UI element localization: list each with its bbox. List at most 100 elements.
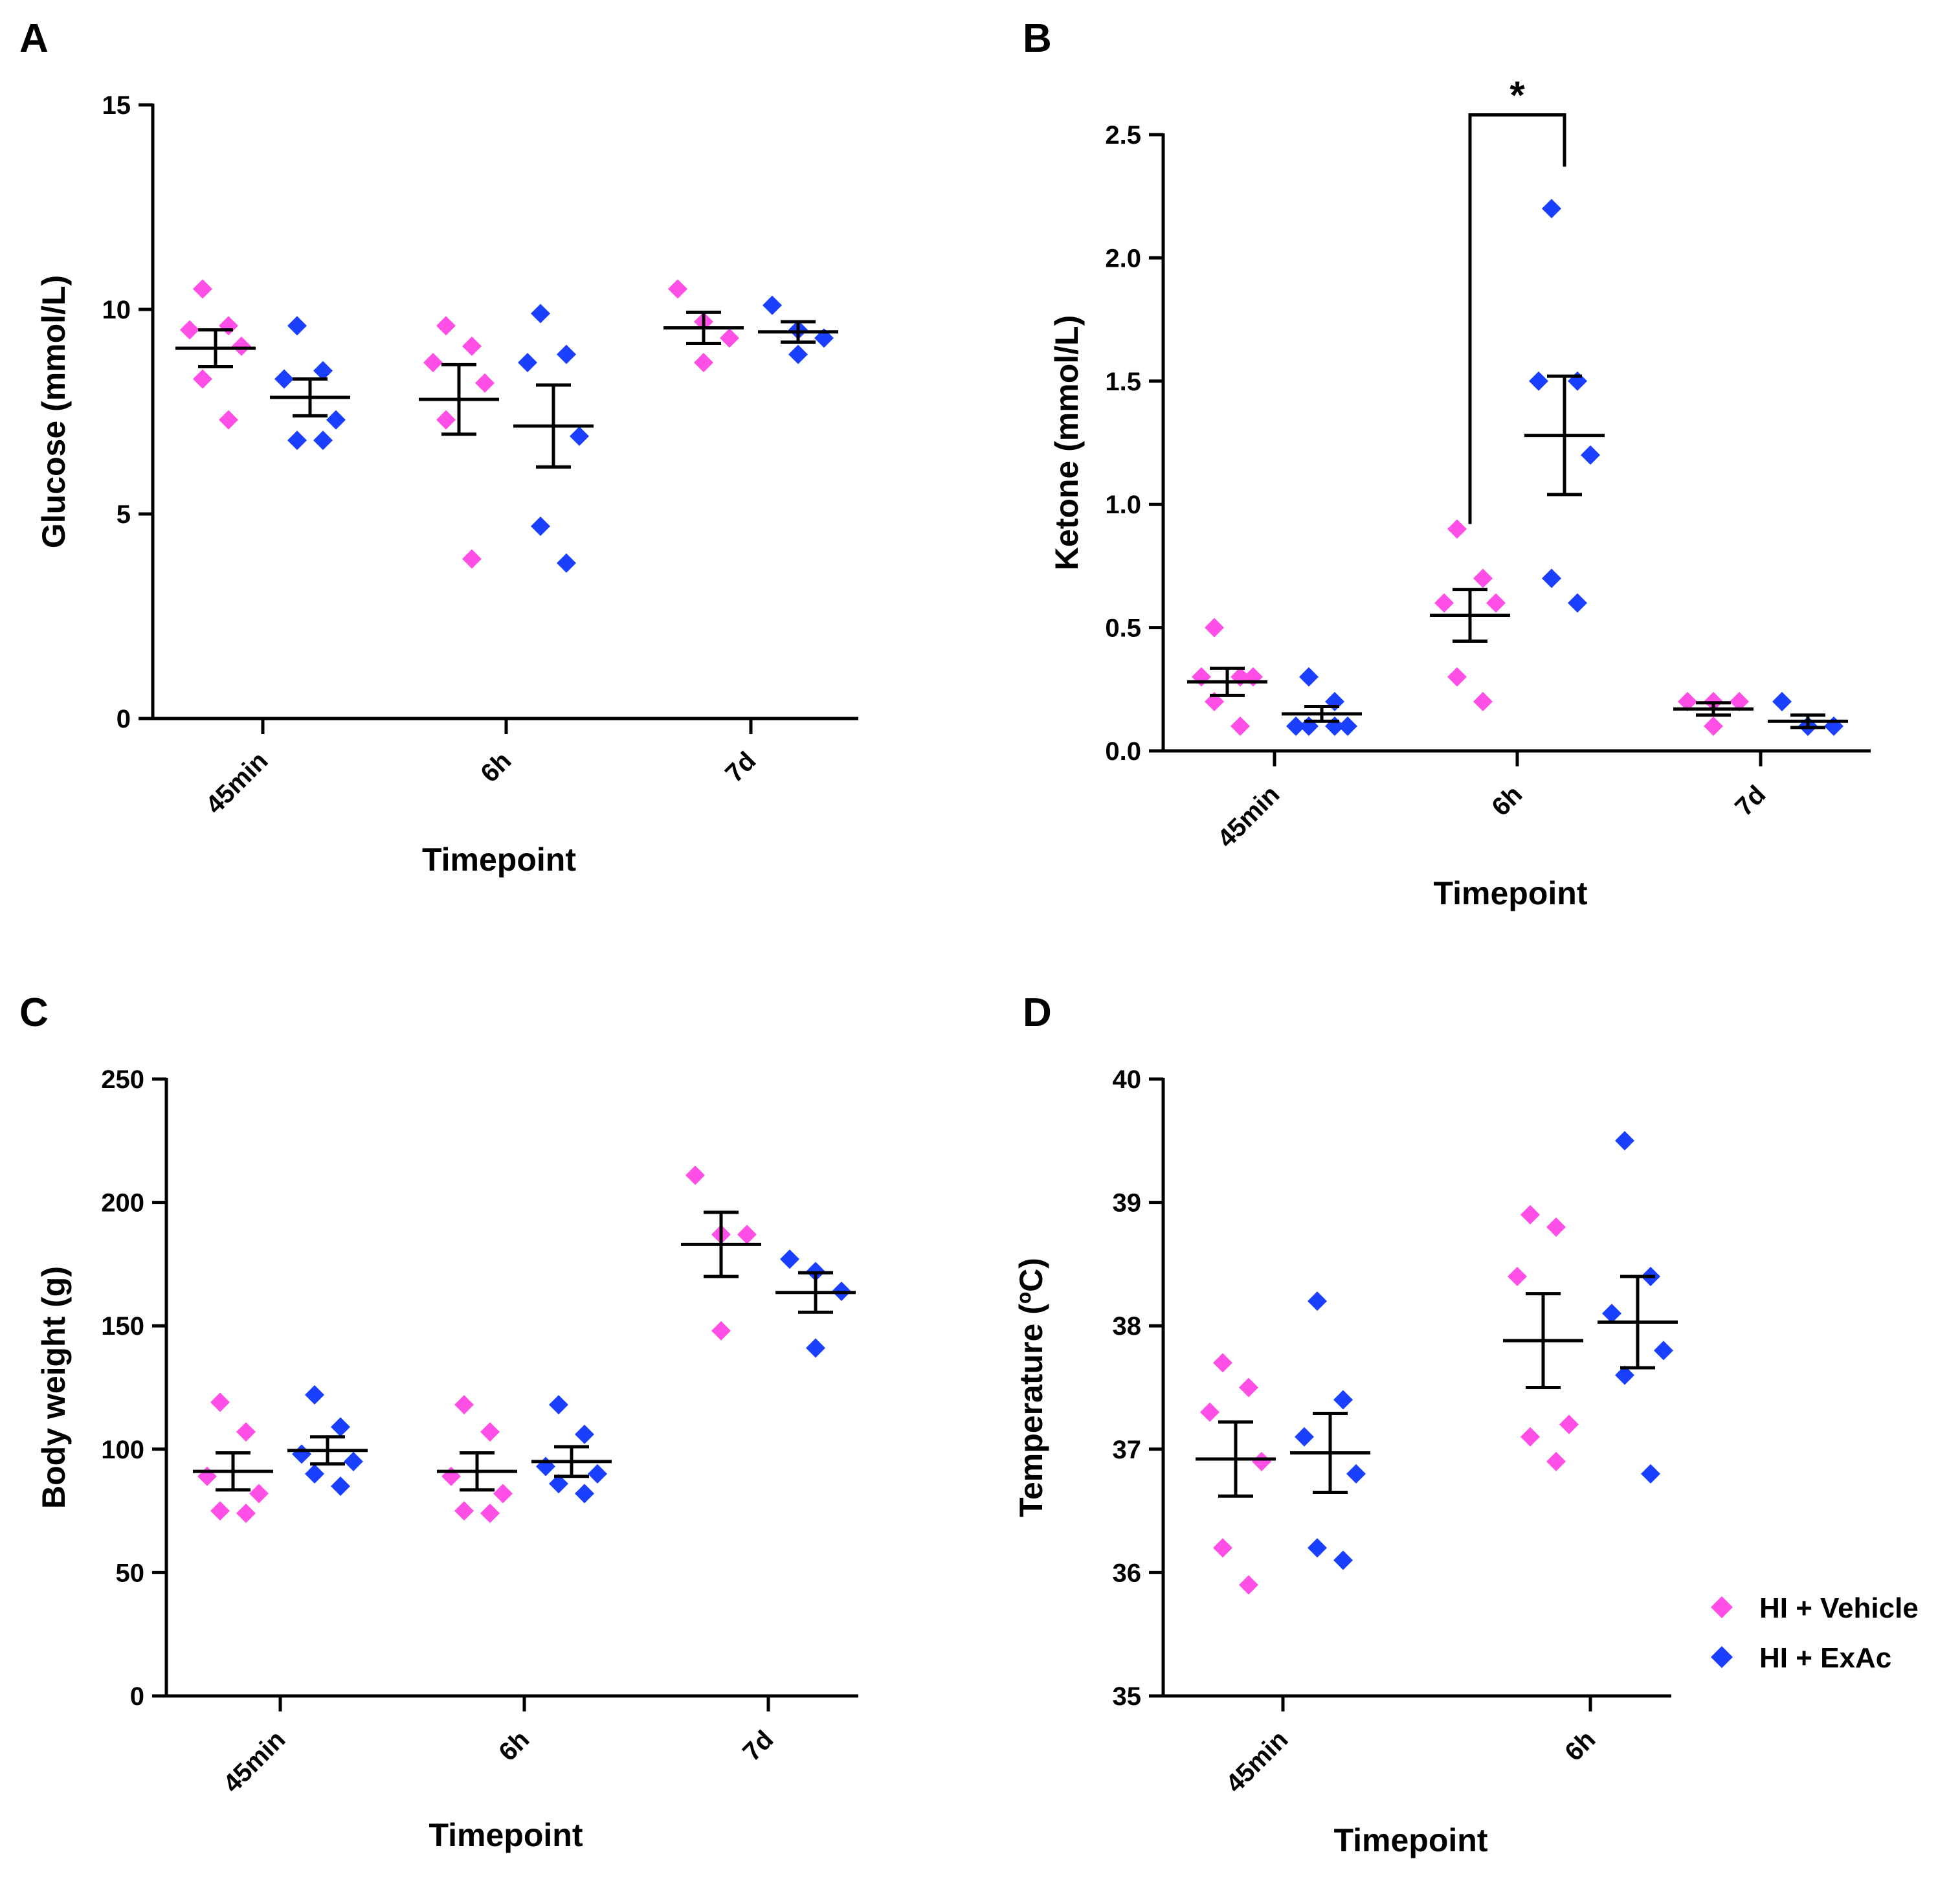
data-point <box>1346 1464 1366 1484</box>
data-point <box>1473 691 1493 711</box>
data-point <box>210 1392 230 1412</box>
y-tick-label: 36 <box>1113 1559 1142 1587</box>
x-tick-label: 45min <box>218 1725 291 1798</box>
data-point <box>423 353 443 373</box>
data-point <box>536 1456 555 1476</box>
x-axis-title: Timepoint <box>429 1817 583 1853</box>
panel-letter: D <box>1023 990 1052 1035</box>
y-tick-label: 40 <box>1113 1065 1142 1094</box>
data-point <box>180 320 199 340</box>
data-point <box>806 1338 825 1358</box>
data-point <box>557 344 576 364</box>
data-point <box>292 1444 311 1464</box>
x-tick-label: 45min <box>1212 780 1286 853</box>
x-tick-label: 6h <box>1559 1725 1601 1766</box>
data-point <box>1205 618 1224 638</box>
panel-b: B 0.0 0.5 1.0 1.5 2.0 2.5 Ketone (mmol/L) 45min 6… <box>1023 16 1871 911</box>
y-tick-label: 35 <box>1113 1682 1142 1711</box>
data-point <box>1520 1205 1540 1225</box>
y-tick-label: 250 <box>101 1065 144 1094</box>
data-point <box>788 344 808 364</box>
data-point <box>1568 593 1587 613</box>
data-point <box>1200 1402 1219 1422</box>
data-point <box>1602 1304 1621 1324</box>
data-point <box>1213 1353 1232 1373</box>
data-point <box>1243 667 1263 687</box>
data-point <box>1252 1451 1271 1471</box>
data-point <box>531 516 550 536</box>
data-point <box>1473 568 1493 588</box>
data-point <box>210 1501 230 1521</box>
x-tick-label: 45min <box>1221 1725 1294 1798</box>
y-tick-label: 1.0 <box>1105 491 1141 519</box>
x-axis-title: Timepoint <box>1334 1822 1488 1858</box>
data-point <box>480 1422 500 1442</box>
data-point <box>1641 1464 1660 1484</box>
data-point <box>1486 593 1506 613</box>
data-point <box>1568 371 1587 391</box>
data-point <box>1299 667 1319 687</box>
data-point <box>331 1417 350 1437</box>
data-point <box>331 1476 350 1496</box>
data-point <box>1704 716 1723 736</box>
data-point <box>549 1395 568 1415</box>
significance-bracket <box>1468 113 1566 524</box>
y-tick-label: 38 <box>1113 1312 1142 1341</box>
y-tick-label: 10 <box>102 296 131 324</box>
data-point <box>326 410 346 430</box>
x-tick-label: 6h <box>475 746 517 788</box>
data-point <box>1520 1427 1540 1447</box>
data-point <box>1529 371 1548 391</box>
data-point <box>1286 716 1306 736</box>
panel-a: A 0 5 10 15 Glucose (mmol/L) 45min 6h 7d Timepoin… <box>19 16 858 878</box>
data-point <box>1333 1390 1353 1410</box>
diamond-icon <box>1711 1596 1733 1618</box>
data-point <box>236 1503 256 1523</box>
data-point <box>219 316 238 336</box>
panel-letter: C <box>19 990 49 1035</box>
data-point <box>1581 445 1600 465</box>
y-tick-label: 5 <box>117 500 131 529</box>
data-point <box>1434 593 1454 613</box>
data-point <box>1239 1575 1258 1595</box>
legend-label: HI + ExAc <box>1759 1642 1891 1674</box>
x-tick-label: 6h <box>493 1725 535 1766</box>
data-point <box>518 353 537 373</box>
y-tick-label: 0.0 <box>1105 737 1141 766</box>
data-point <box>1546 1451 1566 1471</box>
diamond-icon <box>1711 1646 1733 1668</box>
data-point <box>436 410 456 430</box>
data-point <box>1299 716 1319 736</box>
data-point <box>249 1484 269 1504</box>
significance-star: * <box>1509 74 1525 117</box>
data-point <box>1338 716 1357 736</box>
data-point <box>575 1484 594 1504</box>
data-point <box>1308 1538 1327 1558</box>
data-point <box>219 410 238 430</box>
y-tick-label: 2.0 <box>1105 244 1141 273</box>
data-point <box>694 353 713 373</box>
data-point <box>475 373 495 393</box>
data-point <box>287 430 307 451</box>
data-point <box>480 1503 500 1523</box>
data-point <box>711 1320 731 1341</box>
y-tick-label: 2.5 <box>1105 121 1141 150</box>
data-point <box>193 369 212 389</box>
y-tick-label: 39 <box>1113 1189 1142 1218</box>
data-point <box>1333 1550 1353 1570</box>
data-point <box>305 1464 324 1484</box>
y-tick-label: 0 <box>117 705 131 733</box>
data-point <box>1546 1217 1566 1237</box>
x-tick-label: 45min <box>201 746 274 819</box>
data-point <box>441 1466 461 1486</box>
y-tick-label: 15 <box>102 91 131 120</box>
data-point <box>436 316 456 336</box>
data-point <box>1213 1538 1232 1558</box>
x-axis-title: Timepoint <box>422 841 576 878</box>
data-point <box>1654 1341 1673 1361</box>
x-axis-title: Timepoint <box>1434 875 1588 911</box>
y-tick-label: 200 <box>101 1189 144 1218</box>
data-point <box>1325 716 1344 736</box>
y-axis-title: Glucose (mmol/L) <box>36 275 72 548</box>
panel-letter: B <box>1023 16 1052 61</box>
